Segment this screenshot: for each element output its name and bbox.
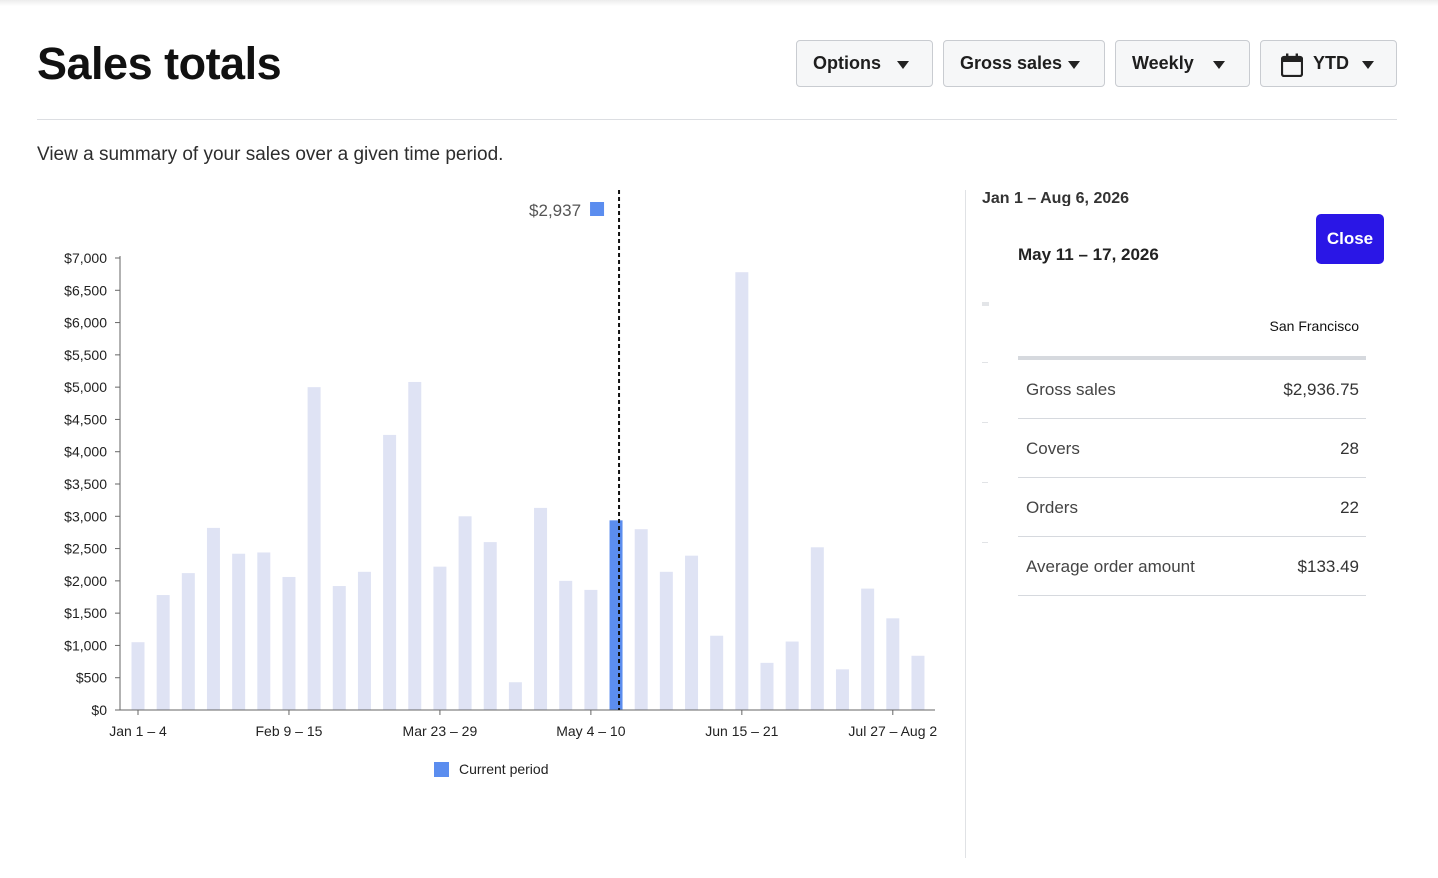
row-label: Orders <box>1026 498 1078 517</box>
y-tick-label: $7,000 <box>64 250 107 266</box>
metric-dropdown-label: Gross sales <box>960 53 1063 73</box>
chart-bar <box>710 635 724 710</box>
y-tick-label: $500 <box>76 670 107 686</box>
row-label: Gross sales <box>1026 380 1116 399</box>
panel-date-range: Jan 1 – Aug 6, 2026 <box>982 190 1130 206</box>
chart-bar <box>785 641 799 710</box>
chart-bar <box>206 527 220 710</box>
y-tick-label: $1,000 <box>64 637 107 653</box>
y-tick-label: $6,000 <box>64 315 107 331</box>
y-tick-label: $5,500 <box>64 347 107 363</box>
chart-bar <box>634 529 648 710</box>
row-value: 28 <box>1340 439 1359 458</box>
period-detail-card <box>1000 210 1390 610</box>
chart-bar <box>483 542 497 710</box>
y-tick-label: $5,000 <box>64 379 107 395</box>
table-header-rule <box>1018 356 1366 360</box>
chart-bar <box>307 387 321 710</box>
chart-bar <box>508 682 522 710</box>
chart-bar <box>408 381 422 710</box>
chart-bar <box>383 434 397 710</box>
period-title: May 11 – 17, 2026 <box>1018 245 1159 264</box>
header-divider <box>37 119 1397 120</box>
chart-bar <box>685 555 699 710</box>
background-mark <box>982 542 988 543</box>
legend-label: Current period <box>459 761 549 777</box>
chevron-down-icon <box>1213 61 1225 69</box>
location-column-header: San Francisco <box>1269 318 1359 334</box>
chart-bar <box>584 589 598 710</box>
y-tick-label: $2,000 <box>64 573 107 589</box>
date-range-label: YTD <box>1313 53 1349 73</box>
highlight-swatch <box>590 202 605 216</box>
legend-swatch <box>434 762 449 777</box>
table-row: Average order amount $133.49 <box>1018 537 1366 596</box>
x-tick-label: Feb 9 – 15 <box>255 723 322 739</box>
x-tick-label: Jul 27 – Aug 2 <box>848 723 937 739</box>
background-mark <box>982 422 988 423</box>
calendar-icon <box>1281 53 1303 77</box>
x-tick-label: May 4 – 10 <box>556 723 625 739</box>
chart-bar <box>559 580 573 710</box>
chevron-down-icon <box>897 61 909 69</box>
row-value: 22 <box>1340 498 1359 517</box>
row-value: $133.49 <box>1297 557 1359 576</box>
table-row: Orders 22 <box>1018 478 1366 537</box>
y-tick-label: $4,000 <box>64 444 107 460</box>
highlight-value-label: $2,937 <box>529 201 581 220</box>
table-row: Gross sales $2,936.75 <box>1018 360 1366 419</box>
close-button[interactable]: Close <box>1316 214 1384 264</box>
chart-bar <box>458 516 472 710</box>
chart-bar <box>156 595 170 710</box>
options-dropdown-label: Options <box>813 53 881 73</box>
y-tick-label: $1,500 <box>64 605 107 621</box>
y-tick-label: $2,500 <box>64 541 107 557</box>
chart-bar <box>735 272 749 710</box>
chart-bar <box>534 507 548 710</box>
y-tick-label: $6,500 <box>64 282 107 298</box>
chart-bar <box>886 618 900 710</box>
page-title: Sales totals <box>37 38 282 89</box>
background-mark <box>982 362 988 363</box>
y-tick-label: $4,500 <box>64 411 107 427</box>
chart-bar <box>861 588 875 710</box>
top-shadow <box>0 0 1438 6</box>
current-period-bar <box>609 520 623 710</box>
row-label: Average order amount <box>1026 557 1195 576</box>
row-label: Covers <box>1026 439 1080 458</box>
background-mark <box>982 482 988 483</box>
y-tick-label: $3,500 <box>64 476 107 492</box>
y-tick-label: $3,000 <box>64 508 107 524</box>
x-tick-label: Mar 23 – 29 <box>403 723 478 739</box>
chevron-down-icon <box>1362 61 1374 69</box>
chart-bar <box>257 552 271 710</box>
table-row: Covers 28 <box>1018 419 1366 478</box>
chart-bar <box>835 669 849 710</box>
x-tick-label: Jun 15 – 21 <box>705 723 778 739</box>
chart-bar <box>357 571 371 710</box>
chart-bar <box>810 547 824 710</box>
interval-dropdown[interactable]: Weekly <box>1115 40 1250 87</box>
chart-bar <box>433 566 447 710</box>
panel-separator <box>965 190 966 858</box>
date-range-dropdown[interactable]: YTD <box>1260 40 1397 87</box>
chart-bar <box>232 553 246 710</box>
sales-chart: $0 $500 $1,000 $1,500 $2,000 $2,500 $3,000 $3,5… <box>64 190 937 777</box>
chart-bar <box>282 576 296 710</box>
chart-bar <box>332 586 346 710</box>
background-mark <box>982 302 989 306</box>
chart-bar <box>131 642 145 710</box>
metric-dropdown[interactable]: Gross sales <box>943 40 1105 87</box>
options-dropdown[interactable]: Options <box>796 40 933 87</box>
chart-bar <box>911 655 925 710</box>
chart-bar <box>181 573 195 710</box>
interval-dropdown-label: Weekly <box>1132 53 1194 73</box>
x-tick-label: Jan 1 – 4 <box>109 723 167 739</box>
page-subtitle: View a summary of your sales over a give… <box>37 144 504 165</box>
chart-bar <box>659 571 673 710</box>
chart-bar <box>760 662 774 710</box>
chevron-down-icon <box>1068 61 1080 69</box>
row-value: $2,936.75 <box>1283 380 1359 399</box>
y-tick-label: $0 <box>91 702 107 718</box>
